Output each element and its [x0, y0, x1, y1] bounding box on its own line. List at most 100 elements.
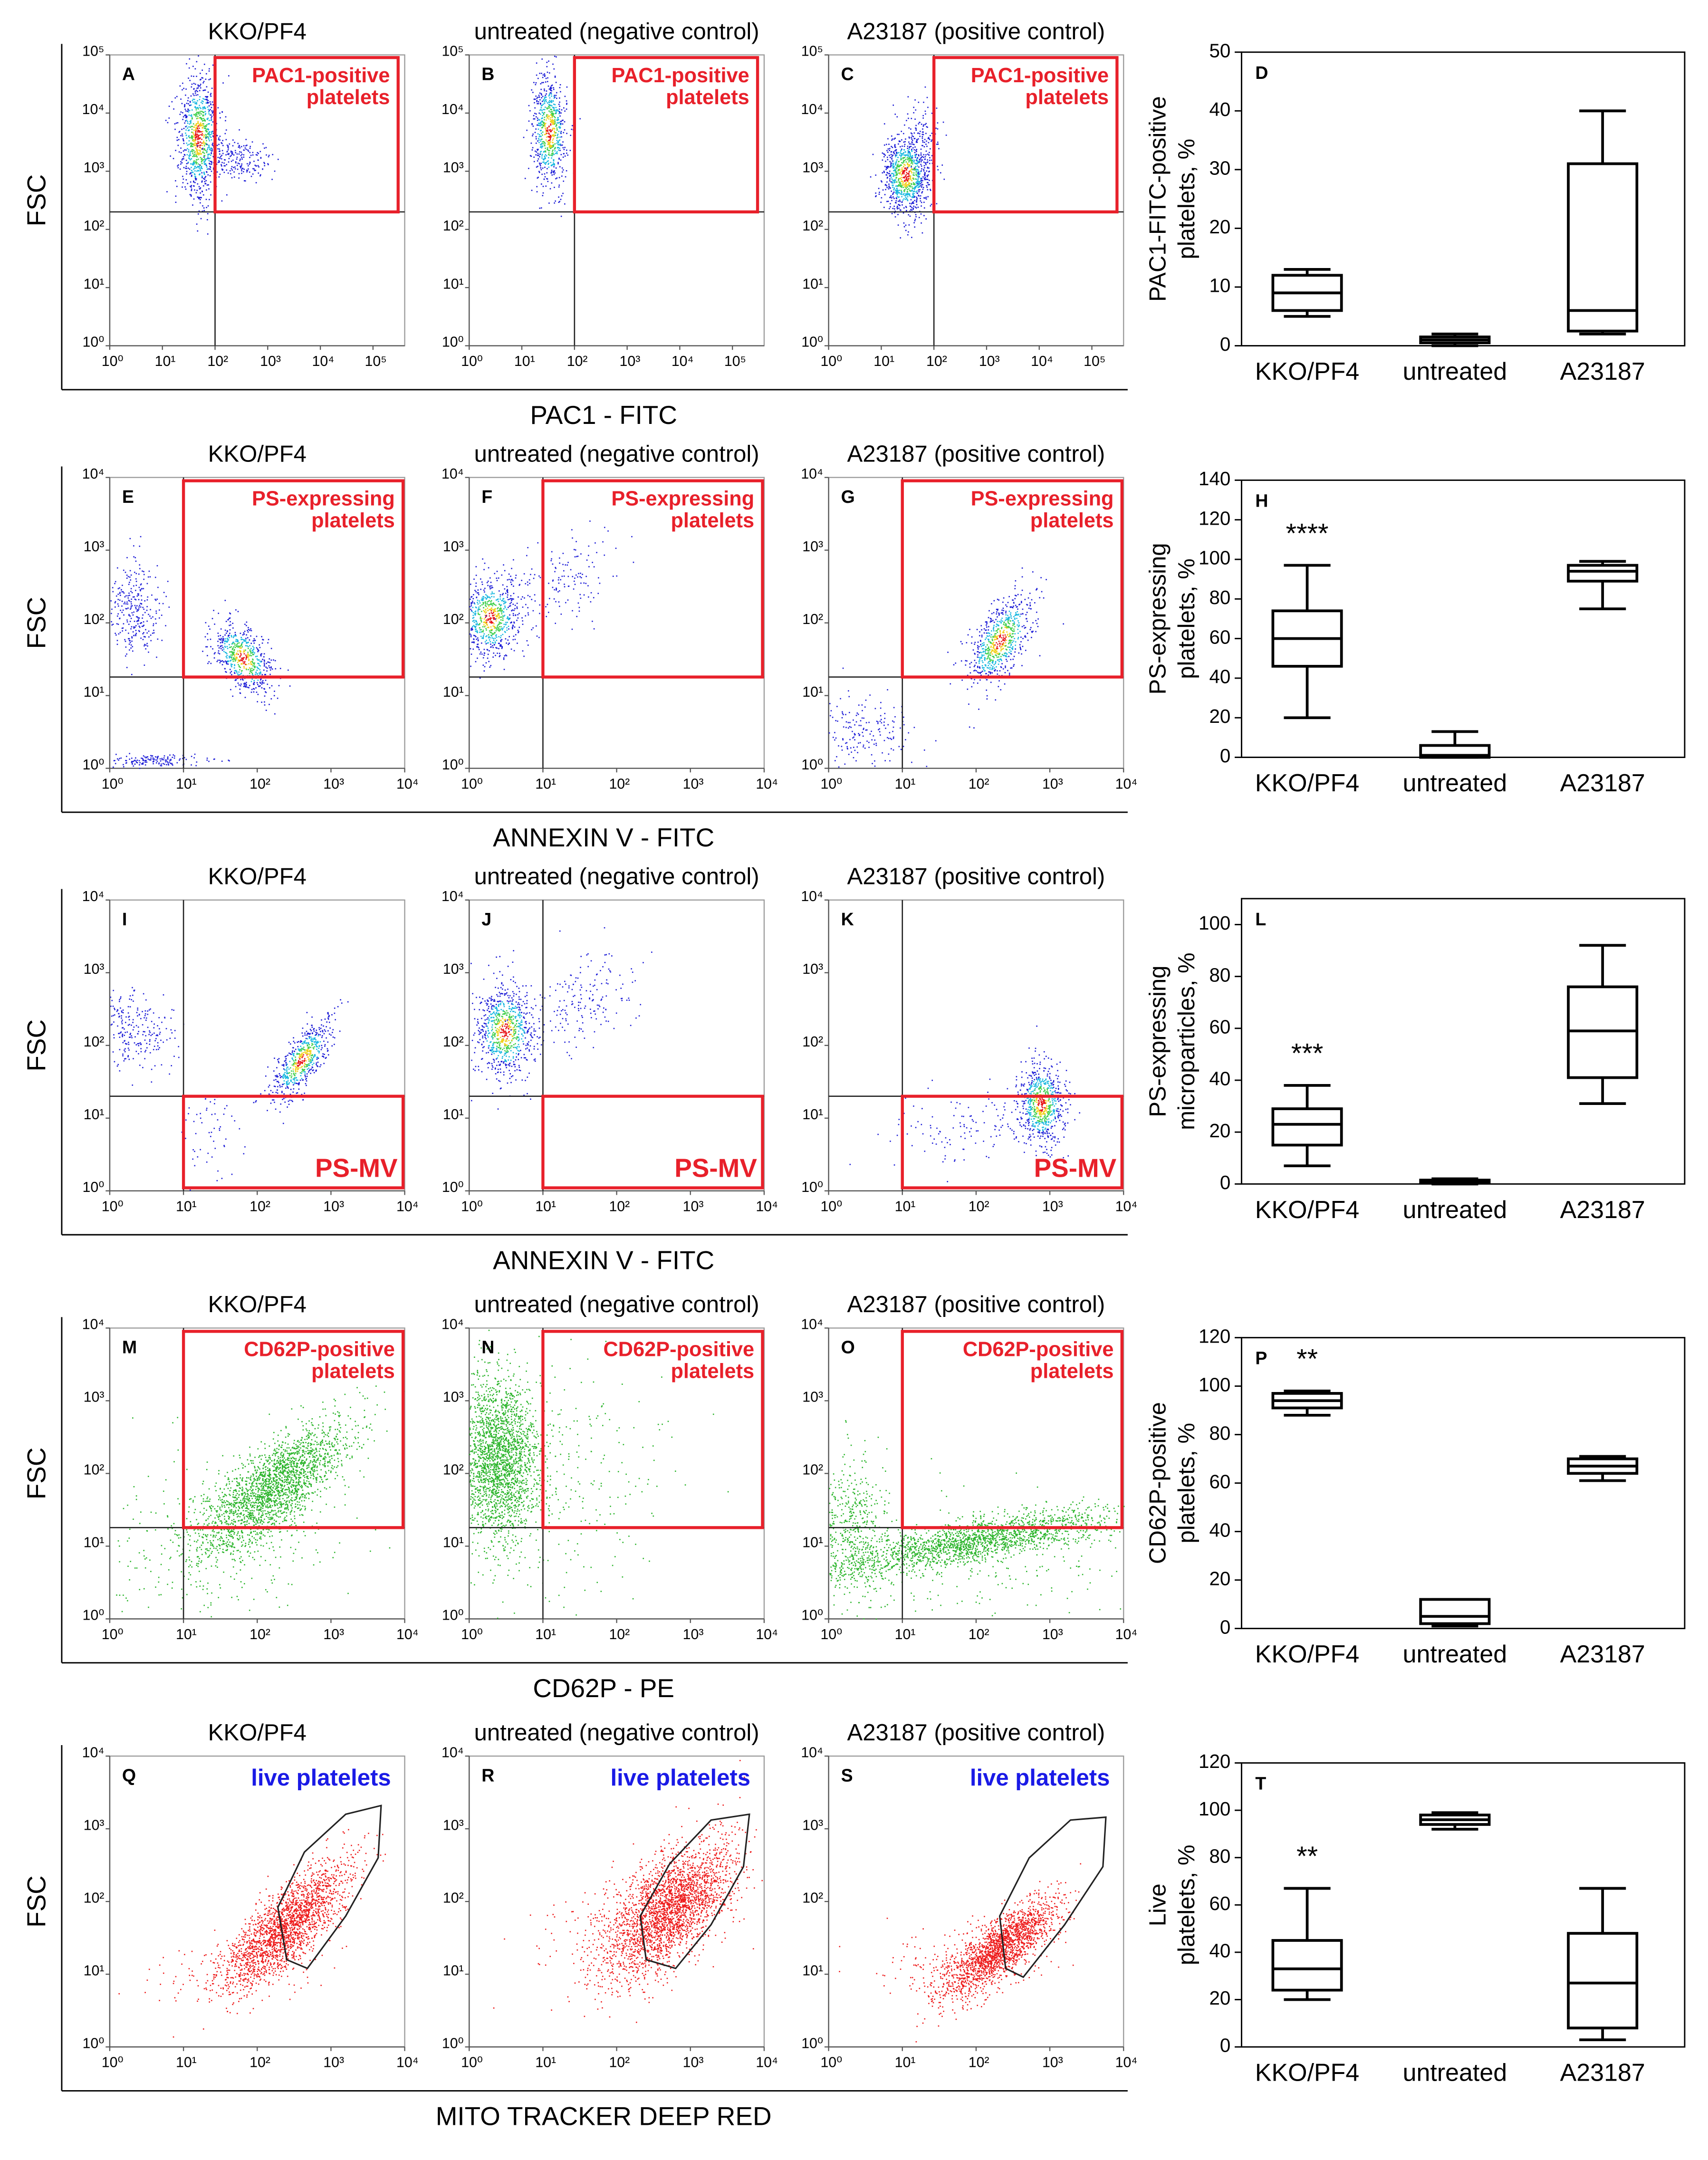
event-dot — [203, 207, 205, 209]
event-dot — [903, 193, 905, 194]
event-dot — [489, 613, 490, 614]
event-dot — [924, 207, 925, 209]
event-dot — [991, 630, 992, 632]
event-dot — [894, 181, 896, 182]
event-dot — [897, 163, 899, 165]
event-dot — [563, 570, 565, 572]
event-dot — [206, 97, 208, 98]
event-dot — [253, 680, 255, 682]
event-dot — [548, 150, 549, 152]
event-dot — [188, 97, 189, 99]
event-dot — [242, 634, 244, 636]
event-dot — [532, 627, 534, 629]
event-dot — [508, 626, 509, 627]
event-dot — [561, 614, 562, 615]
event-dot — [878, 188, 880, 189]
event-dot — [122, 628, 123, 629]
event-dot — [192, 84, 193, 85]
event-dot — [193, 154, 195, 156]
event-dot — [897, 214, 899, 215]
event-dot — [480, 632, 482, 633]
event-dot — [547, 147, 548, 149]
event-dot — [239, 689, 240, 690]
y-tick-label: 10⁰ — [801, 335, 823, 350]
event-dot — [200, 108, 202, 109]
event-dot — [540, 165, 541, 167]
event-dot — [148, 631, 150, 632]
event-dot — [205, 130, 206, 132]
event-dot — [133, 586, 134, 587]
gate-label: platelets — [307, 86, 390, 109]
event-dot — [508, 607, 509, 608]
event-dot — [559, 128, 561, 129]
event-dot — [203, 118, 204, 119]
event-dot — [251, 668, 253, 669]
x-axis-label: ANNEXIN V - FITC — [493, 823, 714, 852]
event-dot — [143, 579, 144, 580]
event-dot — [176, 123, 177, 124]
event-dot — [233, 637, 234, 638]
event-dot — [201, 218, 202, 220]
event-dot — [893, 164, 894, 165]
event-dot — [578, 573, 579, 575]
event-dot — [885, 161, 886, 162]
event-dot — [226, 164, 227, 165]
event-dot — [235, 634, 236, 635]
event-dot — [549, 136, 550, 137]
event-dot — [195, 161, 197, 162]
event-dot — [186, 137, 188, 139]
event-dot — [208, 124, 209, 125]
event-dot — [256, 691, 258, 693]
event-dot — [150, 640, 152, 642]
event-dot — [556, 167, 557, 169]
event-dot — [200, 169, 201, 171]
event-dot — [539, 163, 540, 164]
event-dot — [483, 607, 484, 608]
event-dot — [203, 112, 204, 114]
x-tick-label: 10⁴ — [1031, 354, 1053, 369]
event-dot — [205, 89, 206, 91]
event-dot — [974, 653, 976, 654]
event-dot — [888, 201, 889, 202]
event-dot — [189, 156, 190, 157]
event-dot — [193, 145, 195, 146]
event-dot — [571, 529, 573, 530]
event-dot — [238, 664, 239, 665]
event-dot — [542, 195, 544, 196]
event-dot — [898, 197, 900, 198]
event-dot — [896, 188, 898, 189]
event-dot — [167, 762, 169, 763]
event-dot — [912, 140, 913, 141]
event-dot — [909, 194, 910, 196]
event-dot — [219, 151, 220, 152]
event-dot — [537, 133, 539, 134]
event-dot — [196, 167, 197, 168]
event-dot — [896, 197, 897, 199]
event-dot — [211, 110, 212, 112]
event-dot — [542, 146, 543, 147]
event-dot — [551, 90, 552, 92]
event-dot — [247, 163, 248, 164]
event-dot — [130, 570, 131, 571]
event-dot — [197, 146, 198, 148]
event-dot — [547, 115, 549, 116]
event-dot — [906, 172, 907, 173]
event-dot — [543, 186, 544, 187]
event-dot — [483, 569, 485, 570]
event-dot — [194, 152, 195, 153]
event-dot — [138, 630, 140, 632]
event-dot — [918, 161, 920, 162]
event-dot — [559, 606, 560, 607]
event-dot — [503, 608, 505, 610]
event-dot — [131, 674, 133, 675]
event-dot — [230, 663, 232, 665]
event-dot — [496, 630, 497, 632]
event-dot — [250, 668, 251, 670]
event-dot — [1008, 636, 1009, 637]
event-dot — [920, 201, 921, 202]
event-dot — [924, 139, 926, 140]
event-dot — [116, 623, 118, 624]
event-dot — [507, 622, 508, 623]
event-dot — [917, 163, 918, 164]
event-dot — [246, 657, 247, 659]
